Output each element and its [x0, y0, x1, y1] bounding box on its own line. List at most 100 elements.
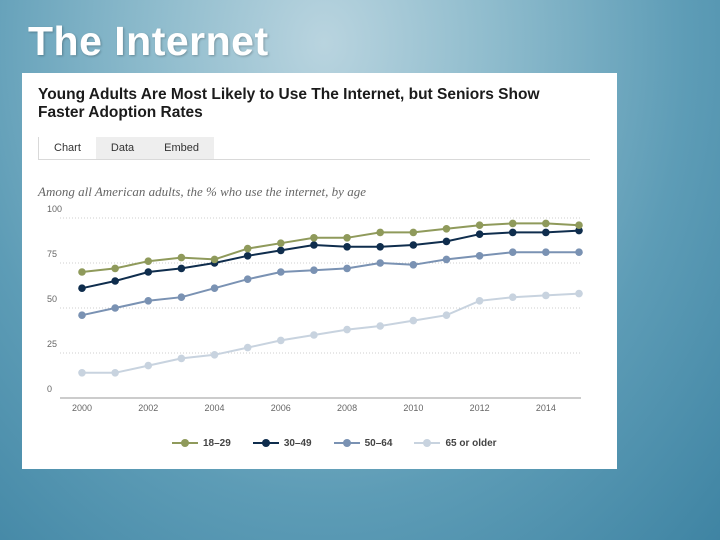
data-point — [376, 259, 385, 267]
data-point — [210, 351, 219, 359]
chart-subtitle: Among all American adults, the % who use… — [38, 184, 366, 199]
y-tick-label: 50 — [47, 294, 57, 304]
x-tick-label: 2008 — [337, 403, 357, 413]
tab-embed[interactable]: Embed — [149, 137, 215, 159]
tab-bar: Chart Data Embed — [38, 137, 590, 160]
data-point — [144, 297, 153, 305]
legend-swatch — [172, 437, 198, 449]
data-point — [277, 336, 285, 345]
data-point — [508, 293, 517, 301]
data-point — [177, 354, 186, 363]
series-line-50-64 — [81, 251, 579, 317]
slide-title: The Internet — [28, 18, 269, 64]
data-point — [475, 252, 484, 260]
data-point — [409, 316, 418, 325]
data-point — [343, 264, 351, 273]
legend-item: 50–64 — [333, 437, 393, 449]
legend-item: 18–29 — [172, 437, 231, 449]
x-tick-label: 2004 — [205, 403, 225, 413]
chart-legend: 18–29 30–49 50–64 65 or older — [172, 435, 519, 451]
data-point — [210, 284, 219, 292]
data-point — [409, 241, 418, 249]
tab-chart[interactable]: Chart — [38, 137, 96, 159]
data-point — [243, 343, 252, 352]
data-point — [575, 226, 583, 235]
data-point — [78, 268, 86, 276]
data-point — [277, 246, 285, 255]
data-point — [310, 234, 318, 242]
data-point — [343, 243, 351, 251]
x-tick-label: 2006 — [271, 403, 291, 413]
data-point — [442, 311, 451, 319]
data-point — [442, 225, 451, 233]
data-point — [542, 291, 550, 300]
chart-heading-line-1: Young Adults Are Most Likely to Use The … — [38, 86, 540, 103]
data-point — [475, 221, 484, 229]
line-chart: 0 25 50 75 100 2000 2002 2004 2006 2008 2010 2012 20… — [47, 204, 583, 413]
data-point — [243, 275, 252, 283]
data-point — [475, 297, 484, 305]
legend-swatch — [414, 437, 441, 449]
data-point — [310, 331, 318, 339]
legend-label: 18–29 — [203, 437, 231, 449]
data-point — [144, 257, 153, 265]
data-point — [343, 325, 351, 334]
y-tick-label: 25 — [47, 339, 57, 349]
x-tick-label: 2010 — [403, 403, 423, 413]
data-point — [310, 241, 318, 249]
data-point — [409, 228, 418, 237]
data-point — [277, 239, 285, 247]
data-point — [177, 264, 186, 273]
data-point — [144, 361, 153, 370]
data-point — [508, 228, 517, 237]
series-line-18-29 — [81, 222, 580, 273]
chart-heading-line-2: Faster Adoption Rates — [38, 104, 203, 121]
legend-label: 65 or older — [445, 437, 497, 449]
x-tick-label: 2014 — [536, 403, 556, 413]
data-point — [243, 252, 252, 260]
data-point — [243, 244, 252, 253]
data-point — [575, 221, 583, 229]
x-tick-label: 2002 — [138, 403, 158, 413]
data-point — [575, 289, 583, 298]
data-point — [442, 255, 451, 264]
data-point — [111, 264, 119, 273]
data-point — [210, 255, 219, 264]
x-tick-label: 2012 — [470, 403, 490, 413]
data-point — [78, 311, 86, 319]
data-point — [78, 284, 86, 292]
data-point — [542, 248, 550, 256]
legend-item: 65 or older — [414, 437, 497, 449]
data-point — [442, 237, 451, 246]
data-point — [177, 253, 186, 262]
chart-heading: Young Adults Are Most Likely to Use The … — [38, 86, 598, 122]
data-point — [376, 228, 385, 237]
data-point — [111, 277, 119, 285]
data-point — [310, 266, 318, 274]
data-point — [144, 268, 153, 276]
data-point — [376, 322, 385, 330]
data-point — [409, 261, 418, 269]
data-point — [575, 248, 583, 256]
legend-label: 50–64 — [364, 437, 393, 449]
data-point — [277, 268, 285, 276]
y-tick-label: 100 — [47, 204, 62, 214]
series-line-30-49 — [81, 229, 580, 290]
data-point — [177, 293, 186, 301]
y-tick-label: 75 — [47, 249, 57, 259]
data-point — [542, 219, 550, 228]
y-tick-label: 0 — [47, 384, 52, 394]
data-point — [508, 219, 517, 228]
data-point — [508, 248, 517, 256]
data-point — [376, 243, 385, 251]
x-tick-label: 2000 — [72, 403, 92, 413]
data-point — [111, 369, 119, 377]
data-point — [475, 230, 484, 238]
tab-data[interactable]: Data — [95, 137, 150, 159]
data-point — [343, 234, 351, 242]
data-point — [542, 228, 550, 237]
chart-card: Young Adults Are Most Likely to Use The … — [22, 73, 617, 469]
legend-swatch — [333, 437, 360, 449]
legend-swatch — [252, 437, 279, 449]
legend-label: 30–49 — [283, 437, 312, 449]
